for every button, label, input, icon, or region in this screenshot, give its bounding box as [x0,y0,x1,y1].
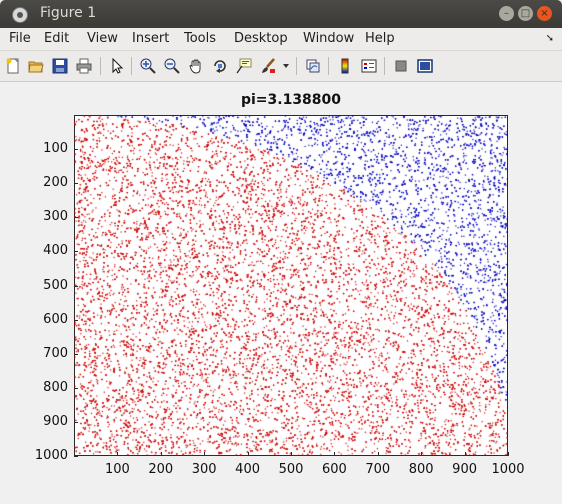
app-icon [12,7,28,23]
y-tick-mark [74,183,78,185]
x-tick-mark [291,452,292,456]
toolbar-separator [328,57,329,75]
zoom-in-icon[interactable] [138,56,158,76]
x-tick-label: 600 [321,462,347,477]
toolbar-separator [296,57,297,75]
y-tick-label: 100 [43,141,68,157]
y-tick-label: 700 [43,345,68,361]
menu-insert[interactable]: Insert [132,31,170,46]
y-tick-mark [74,217,78,219]
maximize-button[interactable]: □ [518,6,533,21]
x-tick-label: 200 [148,462,174,477]
y-tick-label: 900 [43,413,68,429]
y-tick-mark [74,387,78,389]
toolbar-separator [131,57,132,75]
insert-colorbar-icon[interactable] [335,56,355,76]
x-tick-mark [204,452,206,456]
y-tick-label: 400 [43,243,68,259]
brush-icon[interactable] [258,56,278,76]
open-file-icon[interactable] [26,56,46,76]
y-tick-mark [74,251,78,253]
x-tick-mark [117,452,119,456]
y-tick-mark [74,456,78,457]
y-tick-label: 600 [43,311,68,327]
x-tick-label: 800 [408,462,434,477]
menu-help[interactable]: Help [365,31,395,46]
menu-desktop[interactable]: Desktop [234,31,288,46]
x-tick-label: 1000 [491,462,525,477]
show-plot-tools-icon[interactable] [415,56,435,76]
x-tick-mark [334,452,336,456]
save-icon[interactable] [50,56,70,76]
window-title-bar[interactable]: Figure 1 – □ × [0,0,562,28]
x-tick-label: 900 [452,462,477,477]
menu-window[interactable]: Window [303,31,355,46]
print-icon[interactable] [74,56,94,76]
y-tick-label: 300 [43,209,68,225]
dock-arrow-icon[interactable]: ➘ [545,33,554,44]
toolbar-separator [100,57,101,75]
menu-bar: File Edit View Insert Tools Desktop Wind… [0,28,562,51]
y-tick-mark [74,149,78,151]
x-tick-mark [508,452,509,456]
y-tick-label: 1000 [34,448,68,463]
zoom-out-icon[interactable] [162,56,182,76]
brush-dropdown-icon[interactable] [280,56,292,76]
toolbar-separator [384,57,385,75]
close-button[interactable]: × [537,6,552,21]
link-plot-icon[interactable] [303,56,323,76]
y-tick-label: 500 [43,277,68,293]
x-tick-mark [421,452,423,456]
x-tick-mark [377,452,379,456]
x-tick-mark [247,452,249,456]
y-tick-mark [74,353,78,355]
x-tick-label: 300 [191,462,217,477]
rotate-3d-icon[interactable] [210,56,230,76]
y-tick-mark [74,421,78,423]
figure-toolbar [0,51,562,82]
menu-tools[interactable]: Tools [184,31,217,46]
minimize-button[interactable]: – [499,6,514,21]
insert-legend-icon[interactable] [359,56,379,76]
x-tick-label: 100 [104,462,130,477]
x-tick-mark [160,452,162,456]
pan-hand-icon[interactable] [186,56,206,76]
y-tick-mark [74,285,78,287]
x-tick-label: 500 [278,462,304,477]
y-tick-label: 800 [43,379,68,395]
x-tick-mark [464,452,466,456]
y-tick-mark [74,319,78,321]
hide-plot-tools-icon[interactable] [391,56,411,76]
x-tick-label: 400 [235,462,260,477]
edit-plot-arrow-icon[interactable] [107,56,127,76]
scatter-plot-points [74,115,508,456]
menu-file[interactable]: File [9,31,31,46]
menu-edit[interactable]: Edit [44,31,70,46]
plot-title: pi=3.138800 [240,92,342,108]
y-tick-label: 200 [43,175,68,191]
window-title: Figure 1 [40,5,97,21]
x-tick-label: 700 [365,462,391,477]
data-cursor-icon[interactable] [234,56,254,76]
menu-view[interactable]: View [87,31,118,46]
new-figure-icon[interactable] [3,56,23,76]
